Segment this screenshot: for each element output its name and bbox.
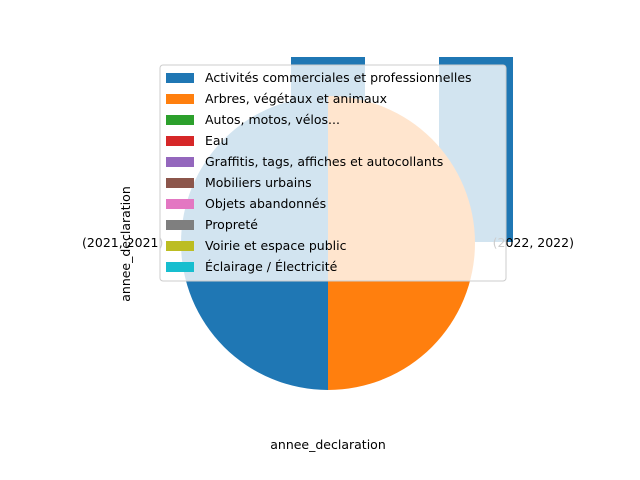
pie-slice-label-1: (2021, 2021)	[82, 235, 163, 250]
legend-label-1: Activités commerciales et professionnell…	[205, 70, 472, 85]
legend-label-6: Mobiliers urbains	[205, 175, 312, 190]
legend-label-5: Graffitis, tags, affiches et autocollant…	[205, 154, 443, 169]
legend-swatch-9	[166, 241, 194, 251]
pie-slice-label-2: (2022, 2022)	[493, 235, 574, 250]
legend-swatch-3	[166, 115, 194, 125]
legend-label-10: Éclairage / Électricité	[205, 259, 338, 274]
legend-swatch-6	[166, 178, 194, 188]
legend-swatch-2	[166, 94, 194, 104]
x-axis-label: annee_declaration	[270, 437, 386, 452]
legend-swatch-1	[166, 73, 194, 83]
legend-label-4: Eau	[205, 133, 228, 148]
legend-swatch-8	[166, 220, 194, 230]
pie-labels-layer: (2021, 2021) (2022, 2022)	[82, 235, 574, 250]
legend-label-2: Arbres, végétaux et animaux	[205, 91, 387, 106]
y-axis-label: annee_declaration	[118, 186, 133, 302]
legend-swatch-5	[166, 157, 194, 167]
legend-label-3: Autos, motos, vélos...	[205, 112, 340, 127]
legend-swatch-4	[166, 136, 194, 146]
legend-swatch-10	[166, 262, 194, 272]
legend-label-7: Objets abandonnés	[205, 196, 326, 211]
legend-frame	[159, 64, 507, 282]
legend-swatch-7	[166, 199, 194, 209]
legend-label-9: Voirie et espace public	[205, 238, 347, 253]
legend: Activités commerciales et professionnell…	[159, 64, 507, 282]
legend-label-8: Propreté	[205, 217, 258, 232]
